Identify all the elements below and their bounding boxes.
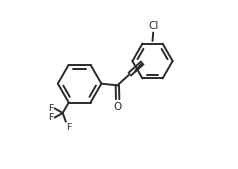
Text: F: F	[66, 123, 72, 132]
Text: F: F	[48, 104, 54, 113]
Text: F: F	[48, 113, 54, 122]
Text: Cl: Cl	[148, 20, 158, 31]
Text: O: O	[114, 102, 122, 112]
